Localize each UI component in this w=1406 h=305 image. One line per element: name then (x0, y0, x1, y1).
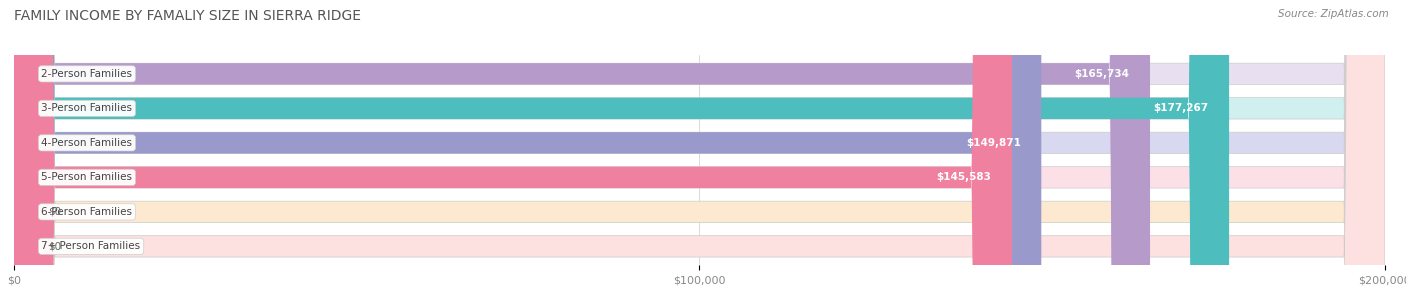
Text: 3-Person Families: 3-Person Families (42, 103, 132, 113)
Text: 7+ Person Families: 7+ Person Families (42, 241, 141, 251)
FancyBboxPatch shape (14, 0, 1385, 305)
Text: $165,734: $165,734 (1074, 69, 1129, 79)
Text: FAMILY INCOME BY FAMALIY SIZE IN SIERRA RIDGE: FAMILY INCOME BY FAMALIY SIZE IN SIERRA … (14, 9, 361, 23)
Text: $149,871: $149,871 (966, 138, 1021, 148)
Text: $0: $0 (48, 241, 62, 251)
FancyBboxPatch shape (14, 0, 1385, 305)
Text: 5-Person Families: 5-Person Families (42, 172, 132, 182)
Text: 2-Person Families: 2-Person Families (42, 69, 132, 79)
Text: $177,267: $177,267 (1153, 103, 1209, 113)
FancyBboxPatch shape (14, 0, 1042, 305)
Text: $145,583: $145,583 (936, 172, 991, 182)
FancyBboxPatch shape (14, 0, 1385, 305)
Text: 4-Person Families: 4-Person Families (42, 138, 132, 148)
Text: $0: $0 (48, 207, 62, 217)
FancyBboxPatch shape (14, 0, 1385, 305)
FancyBboxPatch shape (14, 0, 1150, 305)
Text: 6-Person Families: 6-Person Families (42, 207, 132, 217)
FancyBboxPatch shape (14, 0, 1385, 305)
FancyBboxPatch shape (14, 0, 1229, 305)
Text: Source: ZipAtlas.com: Source: ZipAtlas.com (1278, 9, 1389, 19)
FancyBboxPatch shape (14, 0, 1012, 305)
FancyBboxPatch shape (14, 0, 1385, 305)
